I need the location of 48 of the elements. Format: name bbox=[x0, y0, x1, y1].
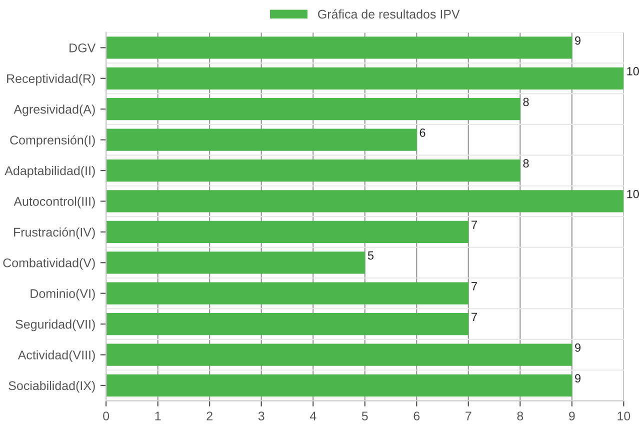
x-tick-label: 2 bbox=[206, 412, 212, 420]
y-tick-label: Dominio(VI) bbox=[30, 288, 95, 300]
bar bbox=[106, 190, 624, 212]
y-tick-label: Comprensión(I) bbox=[10, 135, 95, 147]
y-tick-label: Adaptabilidad(II) bbox=[4, 166, 95, 178]
y-tick-label: Seguridad(VII) bbox=[16, 320, 95, 332]
bar bbox=[106, 374, 572, 397]
bar bbox=[106, 282, 468, 304]
x-tick-label: 3 bbox=[258, 412, 264, 420]
x-tick-label: 5 bbox=[362, 412, 368, 420]
y-tick-label: Sociabilidad(IX) bbox=[8, 380, 95, 393]
x-tick-label: 1 bbox=[155, 412, 161, 420]
y-tick-label: Actividad(VIII) bbox=[18, 350, 95, 362]
bar bbox=[106, 344, 572, 366]
x-tick-label: 4 bbox=[310, 412, 316, 420]
bar bbox=[106, 67, 624, 90]
data-label: 10 bbox=[627, 67, 639, 76]
y-tick-label: Frustración(IV) bbox=[14, 227, 95, 240]
bar bbox=[106, 220, 468, 243]
x-tick-label: 10 bbox=[618, 412, 630, 420]
bar bbox=[106, 159, 520, 182]
y-tick-label: Receptividad(R) bbox=[7, 74, 95, 86]
data-label: 9 bbox=[575, 374, 580, 383]
y-tick-label: Autocontrol(III) bbox=[14, 196, 95, 208]
bar bbox=[106, 36, 572, 59]
y-tick-label: DGV bbox=[70, 43, 96, 52]
x-tick-label: 8 bbox=[517, 412, 524, 420]
data-label: 10 bbox=[627, 190, 639, 198]
data-label: 7 bbox=[472, 220, 477, 229]
bar bbox=[106, 98, 520, 120]
bar bbox=[106, 252, 365, 274]
data-label: 7 bbox=[472, 282, 477, 290]
x-tick-label: 9 bbox=[569, 412, 575, 420]
data-label: 9 bbox=[575, 343, 580, 352]
data-label: 7 bbox=[472, 312, 477, 321]
y-tick-label: Combatividad(V) bbox=[3, 258, 95, 270]
y-tick-label: Agresividad(A) bbox=[14, 104, 95, 116]
bar bbox=[106, 128, 417, 151]
data-label: 9 bbox=[575, 36, 580, 45]
bar bbox=[106, 313, 468, 336]
legend-label: Gráfica de resultados IPV bbox=[318, 9, 460, 19]
x-tick-label: 0 bbox=[103, 412, 110, 420]
data-label: 6 bbox=[420, 128, 426, 137]
data-label: 8 bbox=[523, 98, 529, 106]
data-label: 8 bbox=[523, 159, 529, 168]
x-tick-label: 6 bbox=[414, 412, 420, 420]
data-label: 5 bbox=[368, 251, 374, 260]
x-tick-label: 7 bbox=[466, 412, 472, 420]
